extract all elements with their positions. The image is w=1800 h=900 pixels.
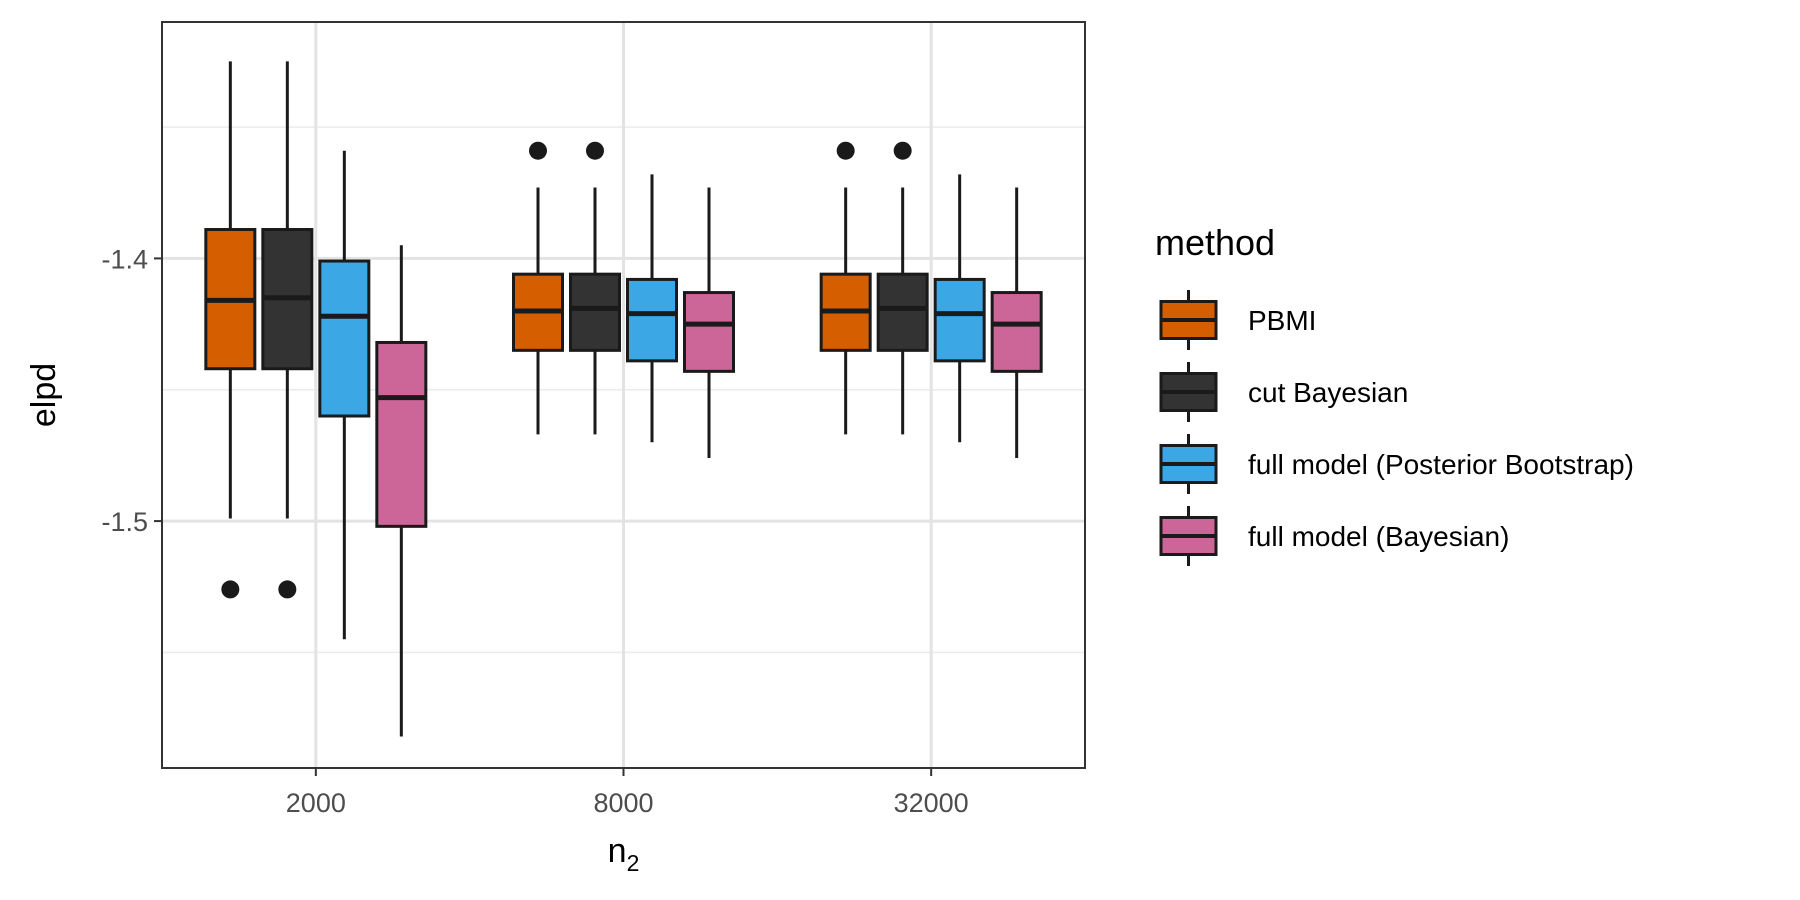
outlier-point xyxy=(586,141,604,160)
legend-label: full model (Posterior Bootstrap) xyxy=(1248,449,1634,480)
box xyxy=(626,277,678,363)
legend-label: PBMI xyxy=(1248,305,1316,336)
x-tick-label: 8000 xyxy=(593,788,653,818)
legend-title: method xyxy=(1155,222,1275,263)
box xyxy=(683,291,735,373)
y-tick-label: -1.4 xyxy=(101,244,148,274)
box xyxy=(990,291,1043,373)
outlier-point xyxy=(893,141,912,160)
box xyxy=(876,272,929,352)
outlier-point xyxy=(221,580,240,599)
y-axis-title: elpd xyxy=(25,363,63,427)
outlier-point xyxy=(836,141,855,160)
x-axis-title-subscript: 2 xyxy=(627,850,640,876)
legend-label: cut Bayesian xyxy=(1248,377,1408,408)
x-axis-title: n2 xyxy=(608,832,640,876)
box xyxy=(375,340,428,528)
outlier-point xyxy=(529,141,547,160)
x-tick-label: 2000 xyxy=(286,788,346,818)
box xyxy=(933,277,986,363)
x-tick-label: 32000 xyxy=(894,788,969,818)
legend-label: full model (Bayesian) xyxy=(1248,521,1509,552)
box xyxy=(318,259,371,418)
outlier-point xyxy=(278,580,297,599)
box xyxy=(569,272,621,352)
y-tick-label: -1.5 xyxy=(101,507,148,537)
